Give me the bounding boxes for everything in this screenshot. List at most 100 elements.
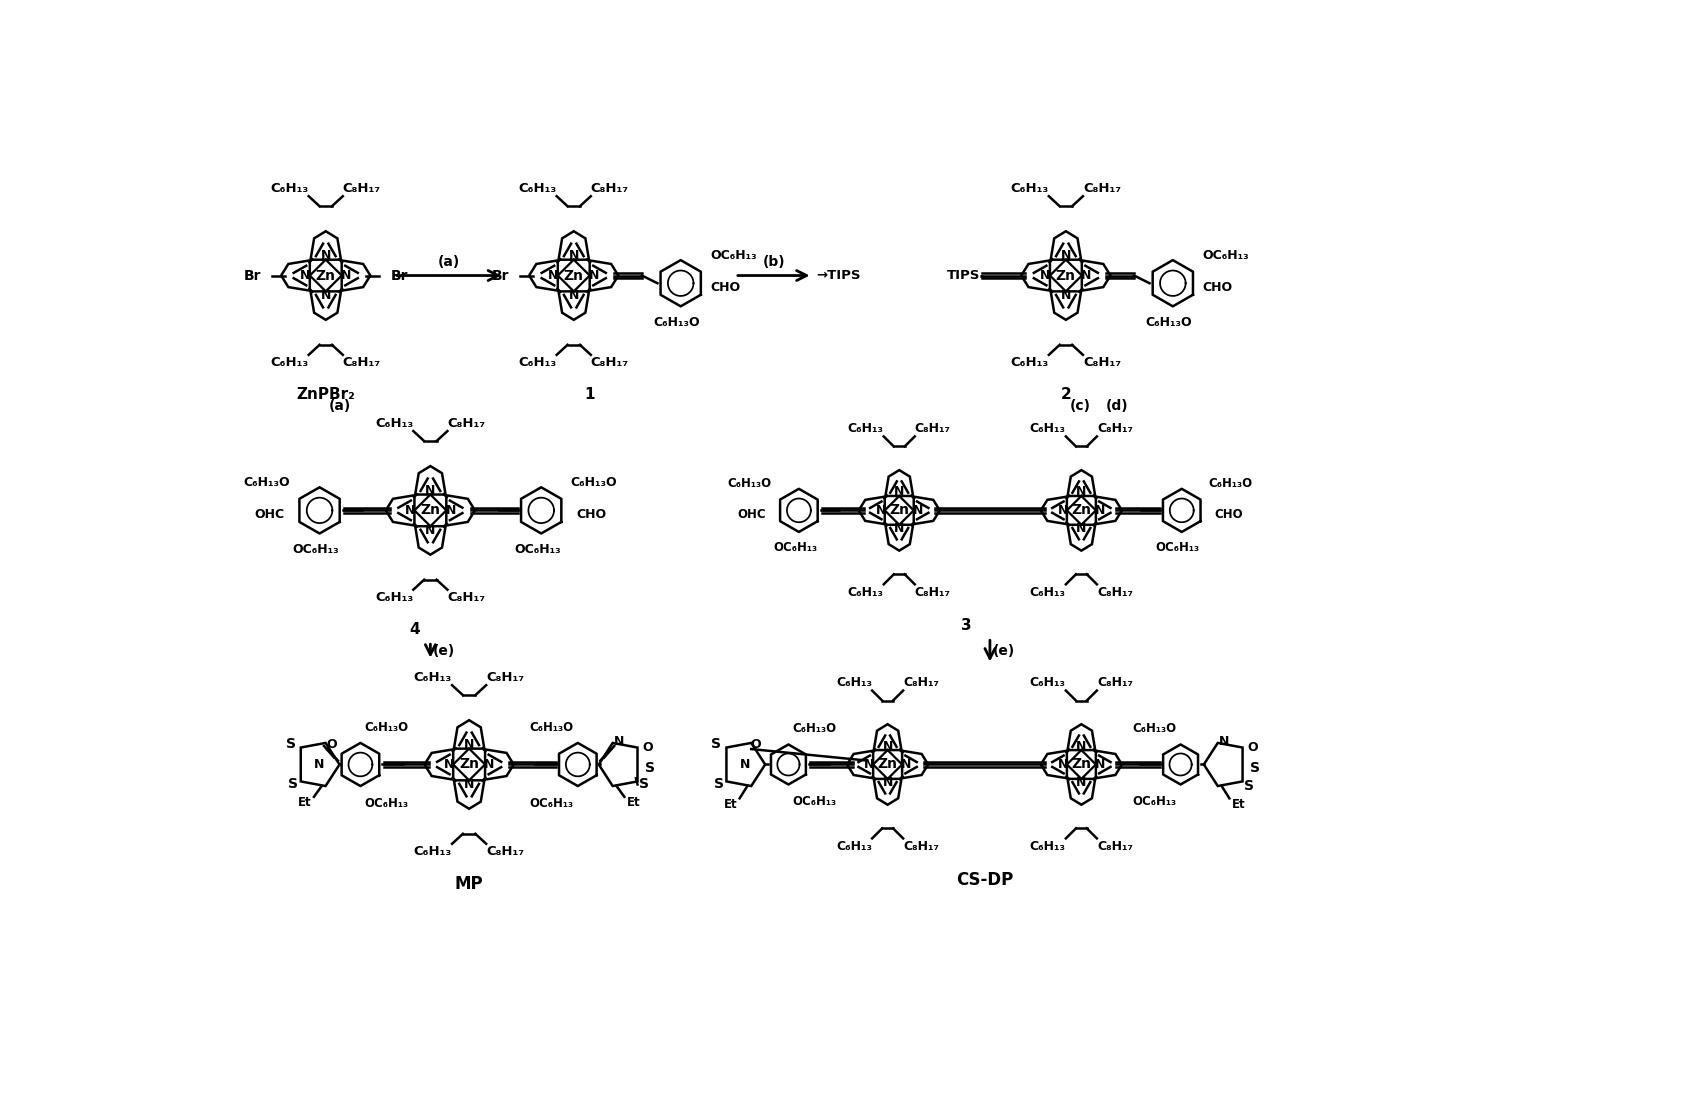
Text: N: N <box>883 776 893 790</box>
Text: OC₆H₁₃: OC₆H₁₃ <box>792 795 836 808</box>
Text: 2: 2 <box>1060 387 1072 403</box>
Text: (a): (a) <box>328 399 352 414</box>
Text: N: N <box>739 757 749 771</box>
Text: C₆H₁₃: C₆H₁₃ <box>1011 182 1048 195</box>
Text: OC₆H₁₃: OC₆H₁₃ <box>1156 541 1200 554</box>
Text: C₆H₁₃O: C₆H₁₃O <box>1145 316 1191 328</box>
Text: Zn: Zn <box>316 268 336 283</box>
Text: N: N <box>894 486 905 498</box>
Text: N: N <box>425 484 435 497</box>
Text: C₆H₁₃O: C₆H₁₃O <box>529 721 574 734</box>
Text: C₆H₁₃: C₆H₁₃ <box>1029 421 1065 435</box>
Text: Zn: Zn <box>1057 268 1075 283</box>
Text: N: N <box>568 289 579 303</box>
Text: C₆H₁₃: C₆H₁₃ <box>519 356 556 369</box>
Text: S: S <box>712 737 722 752</box>
Text: (c): (c) <box>1069 399 1091 414</box>
Text: N: N <box>1058 757 1069 771</box>
Text: C₈H₁₇: C₈H₁₇ <box>915 586 951 599</box>
Text: C₆H₁₃O: C₆H₁₃O <box>364 721 408 734</box>
Text: C₆H₁₃: C₆H₁₃ <box>376 591 413 604</box>
Text: C₈H₁₇: C₈H₁₇ <box>1098 421 1133 435</box>
Text: →TIPS: →TIPS <box>816 269 860 282</box>
Text: OHC: OHC <box>737 508 766 521</box>
Text: C₆H₁₃: C₆H₁₃ <box>836 840 872 853</box>
Text: Zn: Zn <box>889 503 910 518</box>
Text: Zn: Zn <box>563 268 584 283</box>
Text: N: N <box>589 269 599 282</box>
Text: Br: Br <box>391 268 408 283</box>
Text: Et: Et <box>626 796 640 810</box>
Text: N: N <box>446 503 456 517</box>
Text: N: N <box>1094 503 1104 517</box>
Text: OC₆H₁₃: OC₆H₁₃ <box>773 541 818 554</box>
Text: N: N <box>864 757 874 771</box>
Text: S: S <box>638 777 649 792</box>
Text: Br: Br <box>492 268 509 283</box>
Text: 1: 1 <box>584 387 594 403</box>
Text: C₈H₁₇: C₈H₁₇ <box>591 356 628 369</box>
Text: C₆H₁₃: C₆H₁₃ <box>1011 356 1048 369</box>
Text: N: N <box>314 757 324 771</box>
Text: C₆H₁₃O: C₆H₁₃O <box>244 476 290 489</box>
Text: N: N <box>1075 776 1087 790</box>
Text: C₈H₁₇: C₈H₁₇ <box>343 182 381 195</box>
Text: O: O <box>642 741 652 754</box>
Text: C₈H₁₇: C₈H₁₇ <box>343 356 381 369</box>
Text: C₆H₁₃O: C₆H₁₃O <box>792 722 836 735</box>
Text: C₈H₁₇: C₈H₁₇ <box>486 671 524 683</box>
Text: N: N <box>1094 757 1104 771</box>
Text: Zn: Zn <box>877 757 898 772</box>
Text: N: N <box>548 269 558 282</box>
Text: MP: MP <box>454 875 483 893</box>
Text: C₆H₁₃: C₆H₁₃ <box>1029 840 1065 853</box>
Text: C₆H₁₃O: C₆H₁₃O <box>654 316 700 328</box>
Text: S: S <box>1244 779 1253 793</box>
Text: Et: Et <box>724 798 737 811</box>
Text: N: N <box>1075 522 1087 536</box>
Text: N: N <box>568 248 579 262</box>
Text: Zn: Zn <box>1072 503 1091 518</box>
Text: CHO: CHO <box>1202 281 1232 294</box>
Text: C₆H₁₃: C₆H₁₃ <box>376 417 413 429</box>
Text: N: N <box>1219 735 1229 747</box>
Text: N: N <box>1058 503 1069 517</box>
Text: Br: Br <box>244 268 261 283</box>
Text: N: N <box>894 522 905 536</box>
Text: N: N <box>321 248 331 262</box>
Text: N: N <box>405 503 415 517</box>
Text: C₆H₁₃: C₆H₁₃ <box>270 182 309 195</box>
Text: CS-DP: CS-DP <box>956 871 1014 889</box>
Text: N: N <box>1081 269 1091 282</box>
Text: OC₆H₁₃: OC₆H₁₃ <box>364 797 408 810</box>
Text: O: O <box>326 737 336 751</box>
Text: N: N <box>464 737 475 751</box>
Text: N: N <box>1075 486 1087 498</box>
Text: CHO: CHO <box>575 508 606 521</box>
Text: (e): (e) <box>434 644 456 658</box>
Text: N: N <box>341 269 352 282</box>
Text: C₈H₁₇: C₈H₁₇ <box>1082 356 1121 369</box>
Text: C₈H₁₇: C₈H₁₇ <box>1098 676 1133 689</box>
Text: N: N <box>425 525 435 537</box>
Text: OC₆H₁₃: OC₆H₁₃ <box>1132 795 1176 808</box>
Text: Et: Et <box>1232 798 1246 811</box>
Text: C₆H₁₃O: C₆H₁₃O <box>1132 722 1176 735</box>
Text: C₆H₁₃: C₆H₁₃ <box>519 182 556 195</box>
Text: (a): (a) <box>439 255 461 268</box>
Text: OHC: OHC <box>254 508 285 521</box>
Text: (b): (b) <box>763 255 785 268</box>
Text: N: N <box>901 757 912 771</box>
Text: C₆H₁₃: C₆H₁₃ <box>413 845 452 858</box>
Text: N: N <box>1040 269 1050 282</box>
Text: C₆H₁₃: C₆H₁₃ <box>848 586 884 599</box>
Text: Zn: Zn <box>459 757 480 772</box>
Text: OC₆H₁₃: OC₆H₁₃ <box>514 542 560 556</box>
Text: OC₆H₁₃: OC₆H₁₃ <box>292 542 340 556</box>
Text: N: N <box>1060 248 1070 262</box>
Text: C₈H₁₇: C₈H₁₇ <box>915 421 951 435</box>
Text: C₈H₁₇: C₈H₁₇ <box>447 417 485 429</box>
Text: C₆H₁₃: C₆H₁₃ <box>1029 676 1065 689</box>
Text: C₆H₁₃: C₆H₁₃ <box>836 676 872 689</box>
Text: C₆H₁₃O: C₆H₁₃O <box>1209 477 1253 490</box>
